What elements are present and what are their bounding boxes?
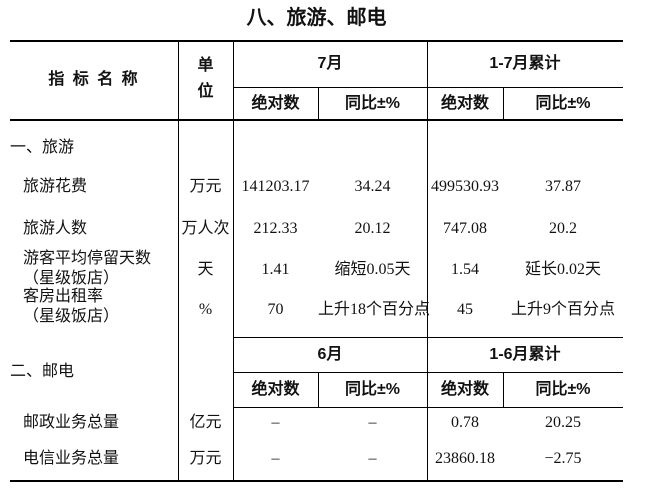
subcol-divider-band2-right xyxy=(503,372,504,408)
subcol-divider-band1-left xyxy=(318,87,319,120)
avg-stay-month-abs: 1.41 xyxy=(261,261,290,278)
tourist-count-unit: 万人次 xyxy=(181,220,230,237)
avg-stay-cum-abs: 1.54 xyxy=(451,261,479,278)
postal-business-month-yoy: – xyxy=(368,414,377,431)
unit-header-top: 单 xyxy=(197,57,214,74)
subcol-divider-band1-right xyxy=(503,87,504,120)
telecom-business-month-abs: – xyxy=(271,450,280,467)
indicator-name-header: 指 标 名 称 xyxy=(48,71,140,88)
occupancy-unit: % xyxy=(198,301,213,318)
postal-business-cum-yoy: 20.25 xyxy=(545,414,581,431)
tourist-count-label: 旅游人数 xyxy=(23,220,88,237)
jan-jul-group-header: 1-7月累计 xyxy=(489,55,561,72)
telecom-business-cum-abs: 23860.18 xyxy=(435,450,495,467)
band2-bottom-rule xyxy=(233,407,623,408)
col-divider-indicator-unit xyxy=(178,40,179,482)
subcol-divider-band2-left xyxy=(318,372,319,408)
yoy-header-2: 同比±% xyxy=(535,95,591,112)
telecom-business-label: 电信业务总量 xyxy=(23,450,120,467)
telecom-business-cum-yoy: −2.75 xyxy=(544,450,582,467)
header-bottom-rule xyxy=(10,119,623,121)
section-tourism: 一、旅游 xyxy=(10,139,75,156)
july-group-header: 7月 xyxy=(317,55,343,72)
postal-business-label: 邮政业务总量 xyxy=(23,414,120,431)
yoy-header-3: 同比±% xyxy=(344,381,400,398)
yoy-header-4: 同比±% xyxy=(535,381,591,398)
avg-stay-label-line2: （星级饭店） xyxy=(23,270,120,287)
postal-business-cum-abs: 0.78 xyxy=(451,414,479,431)
page-title: 八、旅游、邮电 xyxy=(246,7,387,29)
yoy-header-1: 同比±% xyxy=(344,95,400,112)
tourism-spending-month-abs: 141203.17 xyxy=(241,178,310,195)
occupancy-label-line2: （星级饭店） xyxy=(23,308,120,325)
avg-stay-cum-yoy: 延长0.02天 xyxy=(524,261,601,278)
tourist-count-month-abs: 212.33 xyxy=(253,220,298,237)
table-bottom-border xyxy=(10,480,623,482)
band1-mid-rule xyxy=(233,87,623,88)
tourist-count-month-yoy: 20.12 xyxy=(354,220,391,237)
june-group-header: 6月 xyxy=(317,346,343,363)
occupancy-cum-abs: 45 xyxy=(457,301,473,318)
band2-mid-rule xyxy=(233,372,623,373)
telecom-business-month-yoy: – xyxy=(368,450,377,467)
tourism-spending-cum-yoy: 37.87 xyxy=(545,178,581,195)
occupancy-cum-yoy: 上升9个百分点 xyxy=(510,301,615,318)
table-top-border xyxy=(10,40,623,42)
abs-value-header-3: 绝对数 xyxy=(251,381,300,398)
col-divider-unit-data xyxy=(233,40,234,482)
occupancy-month-abs: 70 xyxy=(267,301,284,318)
postal-business-month-abs: – xyxy=(271,414,280,431)
postal-business-unit: 亿元 xyxy=(189,414,222,431)
col-divider-groups xyxy=(427,40,428,482)
unit-header-bottom: 位 xyxy=(197,83,214,100)
section-post-telecom: 二、邮电 xyxy=(10,363,75,380)
jan-jun-group-header: 1-6月累计 xyxy=(489,346,561,363)
abs-value-header-4: 绝对数 xyxy=(440,381,489,398)
abs-value-header-1: 绝对数 xyxy=(251,95,300,112)
tourism-spending-unit: 万元 xyxy=(189,178,222,195)
telecom-business-unit: 万元 xyxy=(189,450,222,467)
tourist-count-cum-abs: 747.08 xyxy=(443,220,487,237)
avg-stay-month-yoy: 缩短0.05天 xyxy=(334,261,411,278)
avg-stay-unit: 天 xyxy=(197,261,214,278)
tourism-spending-cum-abs: 499530.93 xyxy=(431,178,499,195)
band2-top-rule xyxy=(233,337,623,338)
occupancy-month-yoy: 上升18个百分点 xyxy=(318,301,431,318)
tourism-spending-month-yoy: 34.24 xyxy=(354,178,391,195)
avg-stay-label-line1: 游客平均停留天数 xyxy=(23,250,152,267)
tourism-spending-label: 旅游花费 xyxy=(23,178,88,195)
abs-value-header-2: 绝对数 xyxy=(440,95,489,112)
tourist-count-cum-yoy: 20.2 xyxy=(549,220,577,237)
occupancy-label-line1: 客房出租率 xyxy=(23,288,104,305)
